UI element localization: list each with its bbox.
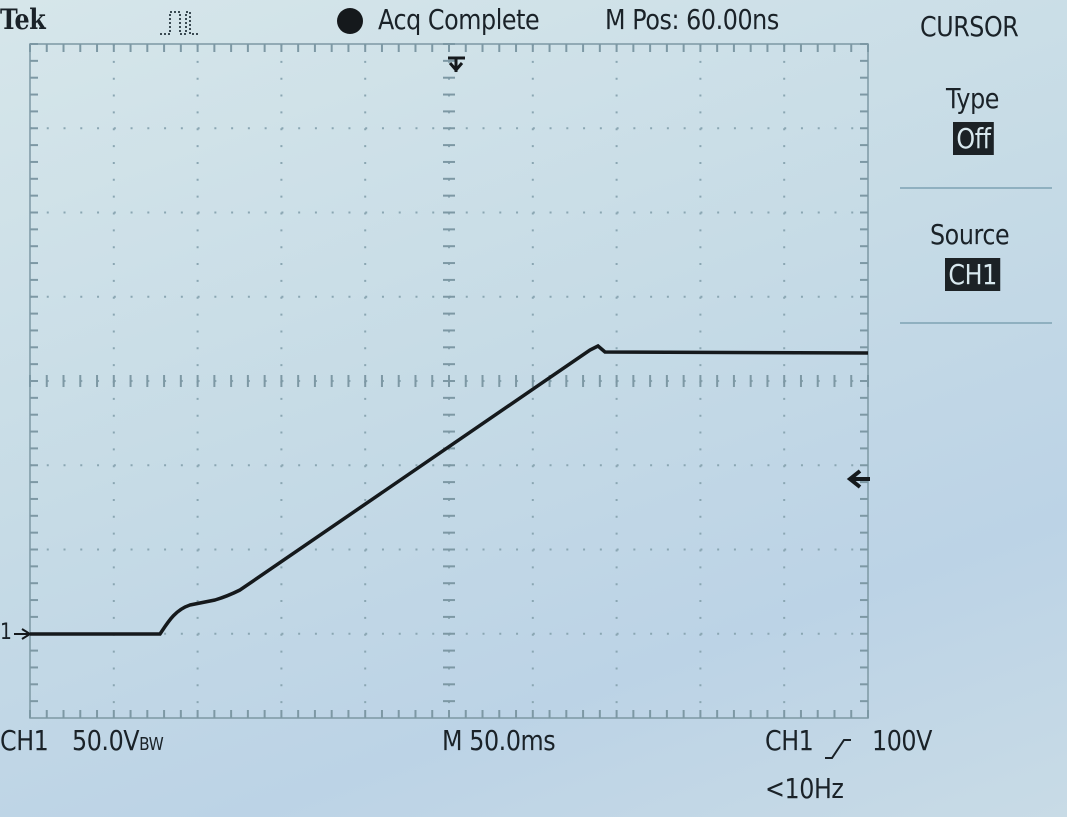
acq-status: Acq Complete [378, 3, 540, 36]
trigger-level: 100V [872, 724, 933, 757]
menu-label: Source [930, 218, 1010, 251]
menu-value[interactable]: Off [953, 122, 995, 155]
menu-label: Type [946, 82, 999, 115]
channel-number: 1 [0, 620, 12, 645]
acq-indicator [337, 8, 363, 34]
menu-title: CURSOR [920, 10, 1019, 43]
menu-value[interactable]: CH1 [945, 258, 1001, 291]
trigger-source: CH1 [765, 724, 814, 757]
brand: Tek [0, 3, 46, 36]
waveform [30, 343, 869, 636]
scale: 50.0V [72, 724, 140, 757]
run-icon [160, 11, 200, 35]
graticule-border [29, 43, 869, 719]
volts-per-div: 50.0VBW [72, 724, 164, 757]
trigger-level-marker [846, 469, 870, 489]
grid [29, 43, 869, 718]
channel: CH1 [0, 724, 49, 757]
trigger-frequency: <10Hz [765, 772, 844, 805]
trigger-slope [825, 739, 851, 759]
m-pos: M Pos: 60.00ns [605, 3, 779, 36]
channel-marker [14, 628, 32, 640]
trigger-position-marker [448, 56, 465, 73]
timebase: M 50.0ms [442, 724, 556, 757]
bandwidth: BW [139, 734, 164, 755]
